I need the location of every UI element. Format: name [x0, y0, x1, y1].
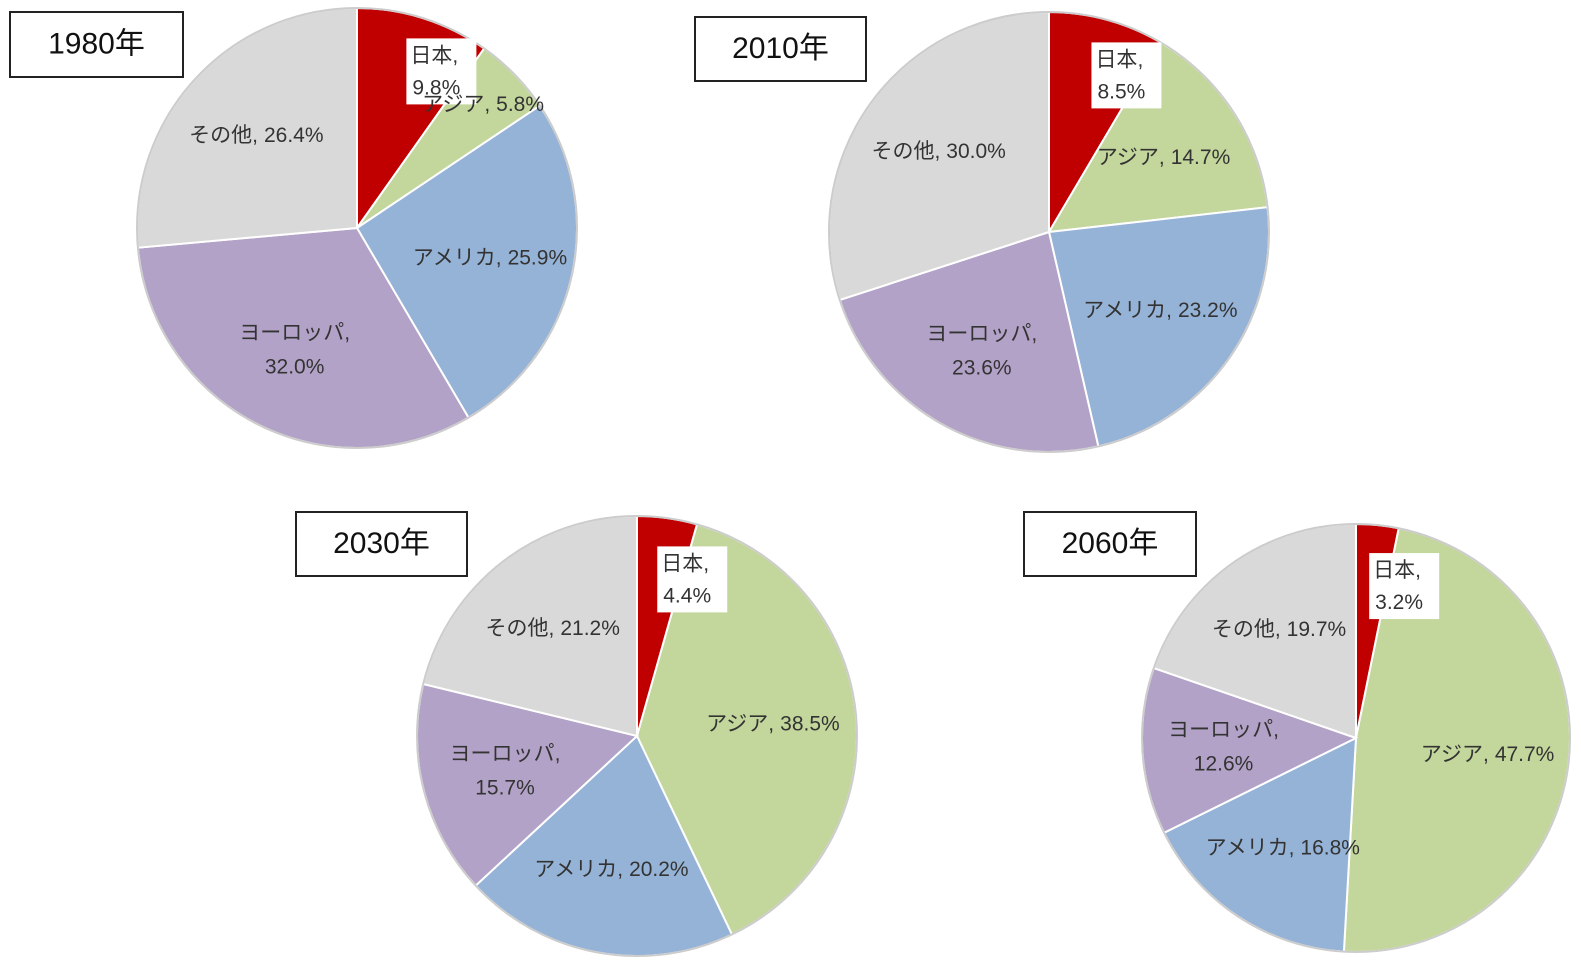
- value-label: 12.6%: [1194, 752, 1254, 775]
- value-label: 23.6%: [952, 356, 1012, 379]
- separator: ,: [934, 139, 940, 162]
- data-label: 日本, 9.8%: [410, 44, 460, 99]
- value-label: 25.9%: [508, 246, 568, 269]
- data-label: その他, 30.0%: [871, 139, 1005, 162]
- separator: ,: [703, 552, 709, 575]
- data-label: アジア, 14.7%: [1097, 145, 1231, 168]
- category-name: アジア: [1421, 743, 1483, 766]
- label-box: [1091, 42, 1162, 109]
- pie-outline: [1141, 523, 1571, 953]
- chart-title: 2010年: [732, 32, 829, 65]
- separator: ,: [1031, 322, 1037, 345]
- data-label: その他, 21.2%: [486, 616, 620, 639]
- data-label: アジア, 47.7%: [1421, 743, 1555, 766]
- title-box: [295, 511, 468, 577]
- chart-title: 2030年: [333, 527, 430, 560]
- category-name: 日本: [410, 44, 452, 67]
- separator: ,: [1483, 743, 1489, 766]
- category-name: ヨーロッパ: [926, 322, 1031, 345]
- category-name: アジア: [706, 712, 768, 735]
- separator: ,: [1289, 836, 1295, 859]
- data-label: アジア, 5.8%: [422, 93, 544, 116]
- separator: ,: [1273, 718, 1279, 741]
- category-name: その他: [1212, 617, 1275, 640]
- category-name: アジア: [1097, 145, 1159, 168]
- label-box: [1369, 553, 1440, 620]
- category-name: アメリカ: [1206, 836, 1289, 859]
- title-box: [9, 11, 184, 78]
- value-label: 4.4%: [663, 584, 711, 607]
- value-label: 38.5%: [780, 712, 840, 735]
- separator: ,: [496, 246, 502, 269]
- value-label: 32.0%: [265, 355, 325, 378]
- category-name: 日本: [661, 552, 703, 575]
- title-box: [1023, 511, 1197, 577]
- separator: ,: [344, 321, 350, 344]
- label-box: [657, 546, 728, 613]
- pie-outline: [828, 11, 1270, 453]
- data-label: 日本, 3.2%: [1373, 559, 1423, 614]
- data-label: 日本, 8.5%: [1095, 48, 1145, 103]
- category-name: アジア: [422, 93, 484, 116]
- data-label: アジア, 38.5%: [706, 712, 840, 735]
- value-label: 47.7%: [1495, 743, 1555, 766]
- chart-title: 2060年: [1062, 527, 1159, 560]
- pie-outline: [416, 515, 858, 957]
- data-label: アメリカ, 25.9%: [413, 246, 567, 269]
- separator: ,: [1159, 145, 1165, 168]
- value-label: 15.7%: [475, 776, 535, 799]
- value-label: 8.5%: [1097, 80, 1145, 103]
- value-label: 3.2%: [1375, 591, 1423, 614]
- data-label: ヨーロッパ, 15.7%: [450, 742, 561, 799]
- separator: ,: [452, 44, 458, 67]
- value-label: 14.7%: [1171, 145, 1231, 168]
- separator: ,: [252, 124, 258, 147]
- value-label: 16.8%: [1300, 836, 1360, 859]
- data-label: ヨーロッパ, 23.6%: [926, 322, 1037, 379]
- separator: ,: [555, 742, 561, 765]
- separator: ,: [617, 858, 623, 881]
- separator: ,: [768, 712, 774, 735]
- category-name: ヨーロッパ: [239, 321, 344, 344]
- category-name: ヨーロッパ: [450, 742, 555, 765]
- category-name: その他: [189, 124, 252, 147]
- category-name: ヨーロッパ: [1168, 718, 1273, 741]
- data-label: 日本, 4.4%: [661, 552, 711, 607]
- category-name: アメリカ: [534, 858, 617, 881]
- value-label: 26.4%: [264, 124, 324, 147]
- separator: ,: [549, 616, 555, 639]
- title-box: [694, 16, 867, 82]
- value-label: 20.2%: [629, 858, 689, 881]
- data-label: アメリカ, 20.2%: [534, 858, 688, 881]
- category-name: その他: [871, 139, 934, 162]
- category-name: アメリカ: [413, 246, 496, 269]
- data-label: ヨーロッパ, 32.0%: [239, 321, 350, 378]
- pie-outline: [136, 7, 578, 449]
- category-name: 日本: [1373, 559, 1415, 582]
- value-label: 9.8%: [412, 76, 460, 99]
- data-label: その他, 19.7%: [1212, 617, 1346, 640]
- chart-title: 1980年: [48, 27, 145, 60]
- separator: ,: [484, 93, 490, 116]
- value-label: 19.7%: [1287, 617, 1347, 640]
- data-label: アメリカ, 16.8%: [1206, 836, 1360, 859]
- category-name: アメリカ: [1083, 298, 1166, 321]
- value-label: 5.8%: [496, 93, 544, 116]
- value-label: 21.2%: [560, 616, 620, 639]
- category-name: 日本: [1095, 48, 1137, 71]
- separator: ,: [1137, 48, 1143, 71]
- data-label: その他, 26.4%: [189, 124, 323, 147]
- value-label: 30.0%: [946, 139, 1006, 162]
- data-label: アメリカ, 23.2%: [1083, 298, 1237, 321]
- data-label: ヨーロッパ, 12.6%: [1168, 718, 1279, 775]
- category-name: その他: [486, 616, 549, 639]
- separator: ,: [1166, 298, 1172, 321]
- separator: ,: [1415, 559, 1421, 582]
- value-label: 23.2%: [1178, 298, 1238, 321]
- label-box: [406, 38, 477, 105]
- separator: ,: [1275, 617, 1281, 640]
